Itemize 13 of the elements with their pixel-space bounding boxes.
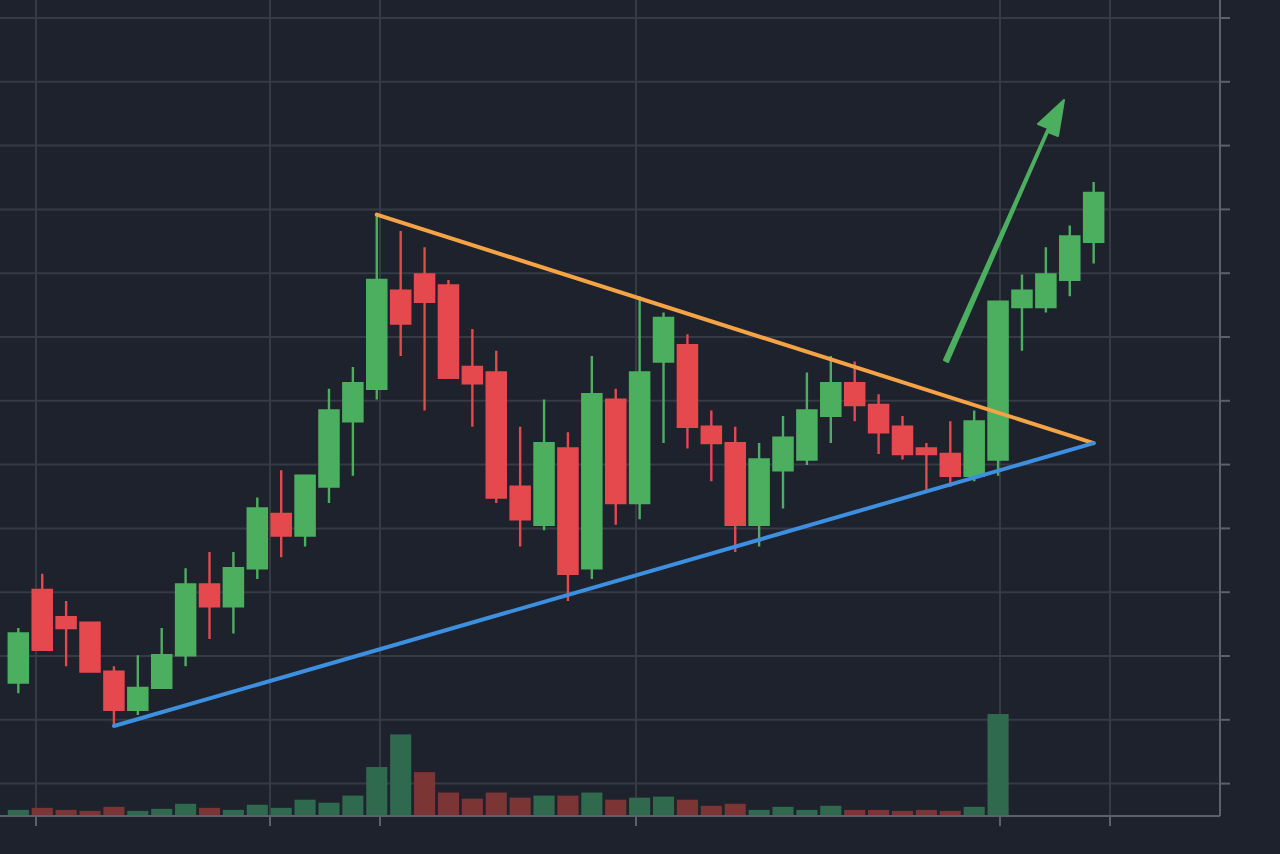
bar	[581, 792, 603, 816]
candlestick	[557, 431, 579, 603]
bar	[605, 799, 627, 816]
candlestick	[581, 354, 603, 581]
candlestick	[628, 295, 651, 521]
candlestick	[604, 387, 627, 526]
candlestick	[198, 550, 221, 641]
bar	[533, 795, 555, 816]
candlestick	[7, 626, 30, 695]
bar	[557, 795, 579, 816]
candlestick	[652, 311, 675, 445]
candlestick	[533, 398, 555, 532]
candlestick	[270, 469, 292, 559]
